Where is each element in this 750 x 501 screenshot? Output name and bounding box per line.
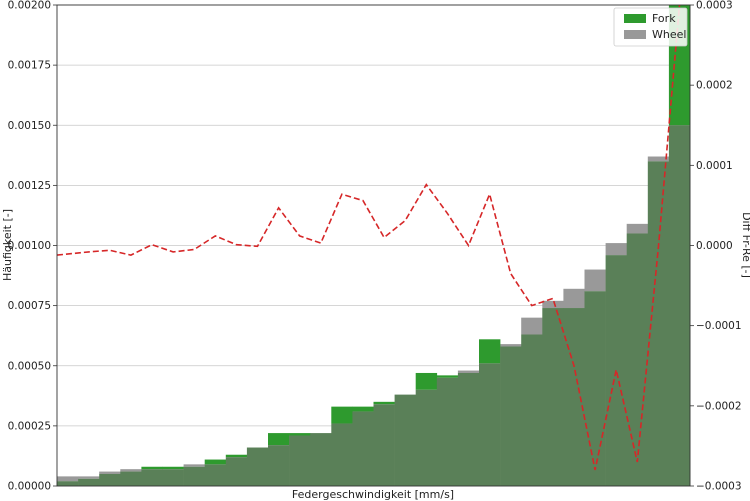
y-tick-label: 0.00200	[8, 0, 51, 12]
y-tick-label: 0.00000	[8, 481, 51, 493]
overlap-bar	[479, 363, 501, 486]
overlap-bar	[289, 435, 311, 486]
overlap-bar	[373, 404, 395, 486]
overlap-bars	[57, 125, 691, 486]
wheel-bar	[521, 317, 543, 335]
overlap-bar	[352, 411, 374, 486]
overlap-bar	[78, 478, 100, 486]
y2-tick-label: −0.0003	[696, 481, 742, 493]
overlap-bar	[99, 473, 121, 486]
wheel-bar	[542, 300, 564, 309]
overlap-bar	[415, 389, 438, 486]
diff-line	[56, 4, 681, 471]
y-tick-label: 0.00075	[8, 300, 51, 312]
wheel-bar	[563, 288, 585, 309]
overlap-bar	[457, 372, 480, 486]
overlap-bar	[57, 481, 79, 486]
overlap-bar	[183, 466, 205, 486]
wheel-bar	[120, 469, 142, 472]
y-tick-label: 0.00050	[8, 360, 51, 372]
overlap-bar	[584, 291, 606, 486]
y2-tick-label: 0.0001	[696, 160, 733, 172]
overlap-bar	[668, 125, 691, 486]
legend-swatch-wheel	[624, 30, 646, 39]
y2-tick-label: −0.0002	[696, 400, 742, 412]
overlap-bar	[626, 233, 649, 486]
overlap-bar	[120, 471, 142, 486]
overlap-bar	[500, 346, 522, 486]
wheel-bar	[78, 476, 100, 479]
wheel-bar	[584, 269, 606, 292]
wheel-bar	[57, 476, 79, 482]
fork-bar	[436, 375, 459, 378]
wheel-bar	[99, 471, 121, 474]
legend: Fork Wheel	[613, 7, 688, 47]
overlap-bar	[542, 308, 564, 486]
y-tick-label: 0.00025	[8, 420, 51, 432]
wheel-bar	[626, 223, 649, 234]
wheel-bar	[457, 370, 480, 373]
fork-bar	[204, 459, 227, 465]
y2-tick-label: 0.0003	[696, 0, 733, 12]
legend-swatch-fork	[624, 14, 646, 23]
fork-bar	[331, 406, 353, 424]
overlap-bar	[246, 447, 269, 486]
overlap-bar	[310, 433, 332, 486]
fork-bar	[141, 466, 163, 470]
fork-bar	[289, 433, 311, 436]
overlap-bar	[162, 469, 184, 486]
fork-bar	[352, 406, 374, 412]
wheel-bar	[605, 243, 627, 256]
y2-tick-label: −0.0001	[696, 320, 742, 332]
fork-bar	[225, 454, 248, 458]
fork-bar	[268, 433, 290, 446]
fork-bar	[162, 466, 184, 470]
overlap-bar	[141, 469, 163, 486]
overlap-bar	[647, 161, 670, 486]
overlap-bar	[268, 445, 290, 486]
y2-tick-label: 0.0002	[696, 80, 733, 92]
y-axis-label: Häufigkeit [-]	[1, 209, 14, 281]
overlap-bar	[225, 457, 248, 486]
y2-tick-label: 0.0000	[696, 240, 733, 252]
fork-bar	[479, 339, 501, 364]
overlap-bar	[436, 377, 459, 486]
overlap-bar	[563, 308, 585, 486]
y2-axis-label: Diff Fr-Re [-]	[740, 212, 750, 278]
overlap-bar	[394, 394, 416, 486]
x-axis-label: Federgeschwindigkeit [mm/s]	[292, 488, 454, 501]
y-tick-label: 0.00175	[8, 60, 51, 72]
wheel-bar	[647, 156, 670, 162]
legend-label-wheel: Wheel	[652, 28, 686, 41]
overlap-bar	[204, 464, 227, 486]
fork-bar	[415, 372, 438, 390]
overlap-bar	[521, 334, 543, 486]
overlap-bar	[331, 423, 353, 486]
y-tick-label: 0.00150	[8, 120, 51, 132]
y-tick-label: 0.00125	[8, 180, 51, 192]
wheel-bars	[57, 156, 670, 482]
wheel-bar	[183, 464, 205, 467]
y2-axis-ticks: −0.0003 −0.0002 −0.0001 0.0000 0.0001 0.0002 0…	[690, 0, 742, 493]
fork-bar	[373, 401, 395, 405]
y-axis-ticks: 0.00000 0.00025 0.00050 0.00075 0.00100 0.001…	[8, 0, 57, 493]
y-tick-label: 0.00100	[8, 240, 51, 252]
wheel-bar	[500, 344, 522, 347]
legend-label-fork: Fork	[652, 12, 676, 25]
